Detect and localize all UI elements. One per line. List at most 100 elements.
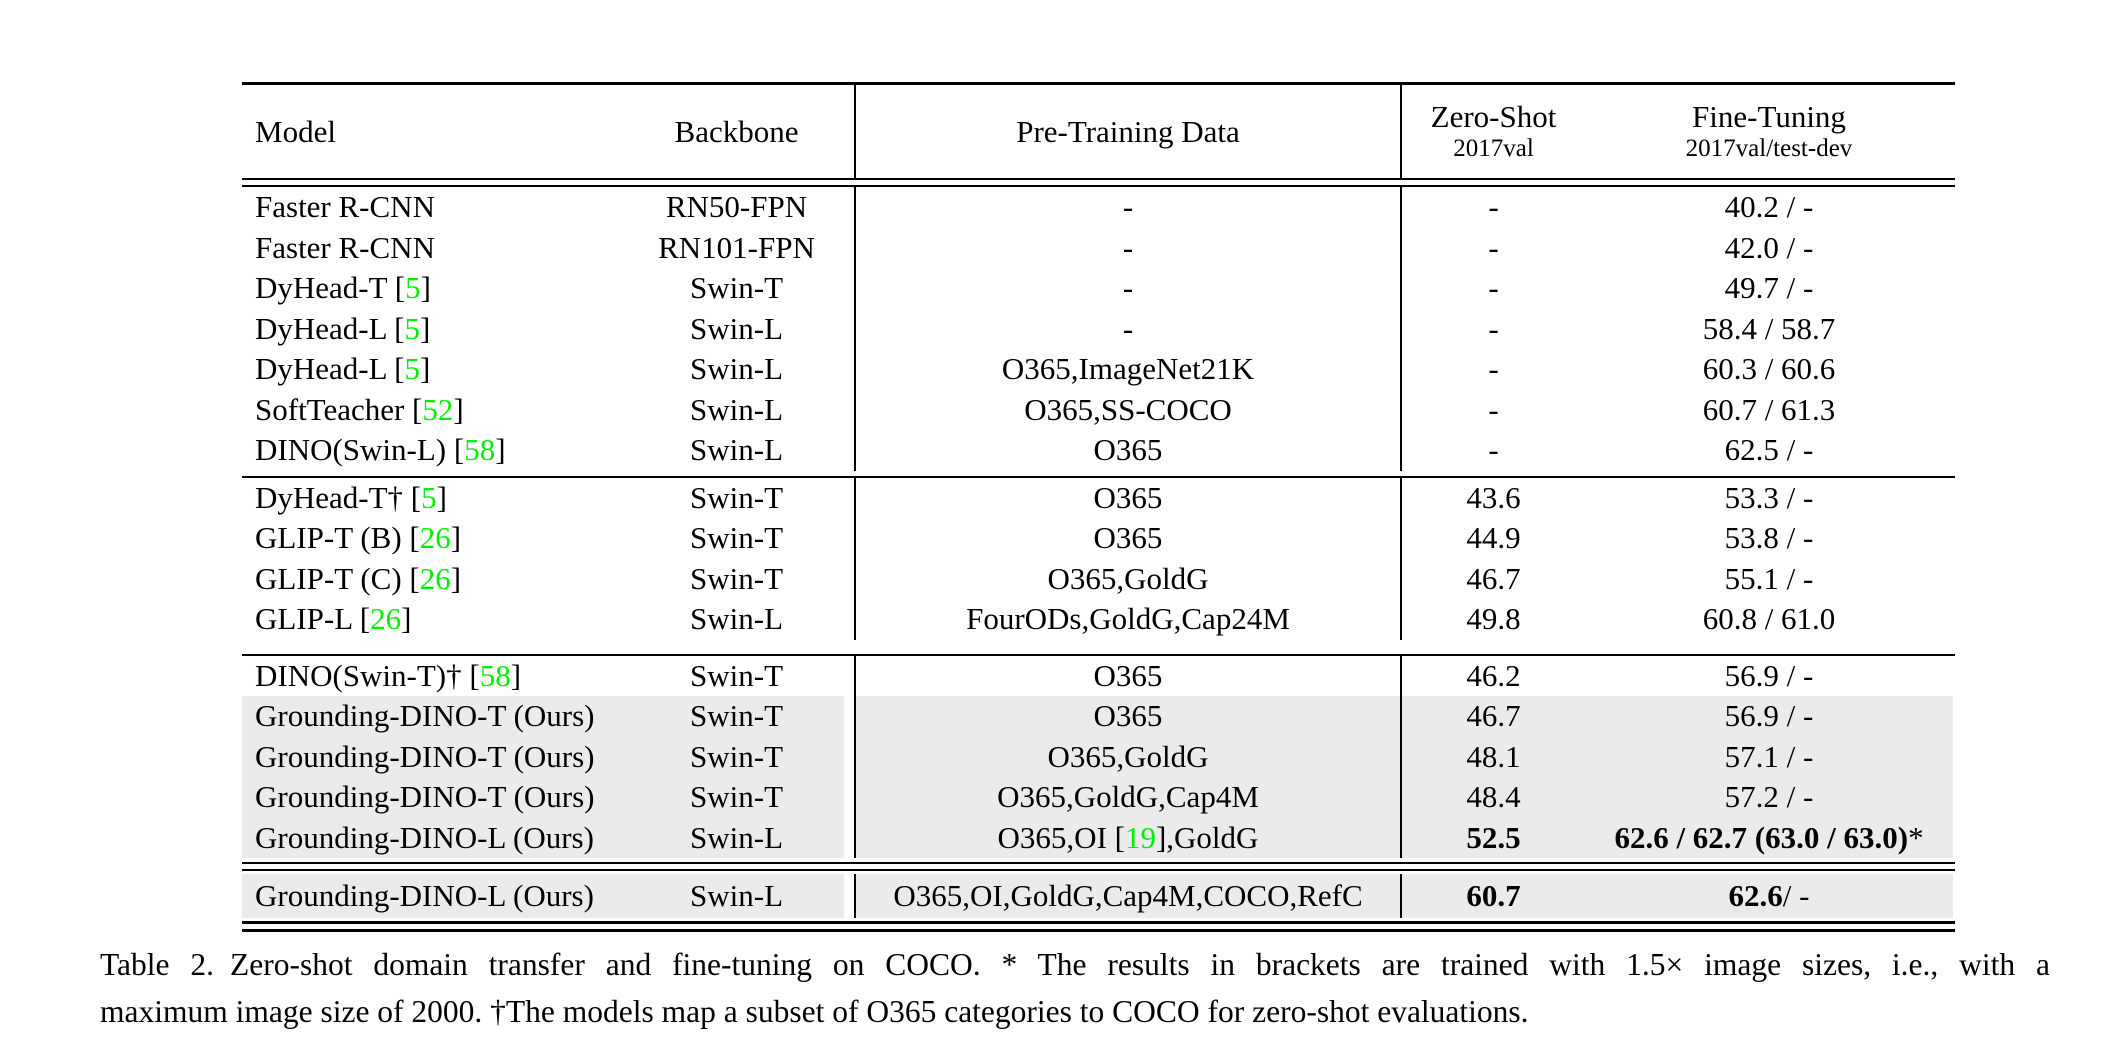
zeroshot-cell: - bbox=[1400, 187, 1585, 228]
pretrain-value: O365,GoldG,Cap4M bbox=[997, 779, 1259, 815]
zeroshot-cell: - bbox=[1400, 349, 1585, 390]
model-cell: Grounding-DINO-L (Ours) bbox=[242, 874, 619, 918]
pretrain-value: - bbox=[1122, 189, 1134, 225]
header-zeroshot-stack: Zero-Shot 2017val bbox=[1431, 99, 1557, 163]
model-cell: Grounding-DINO-T (Ours) bbox=[242, 777, 619, 818]
header-finetune-title: Fine-Tuning bbox=[1692, 99, 1846, 135]
pretrain-cell: O365,OI,GoldG,Cap4M,COCO,RefC bbox=[854, 874, 1400, 918]
finetune-value: 57.2 / - bbox=[1724, 779, 1814, 815]
model-name: GLIP-T (B) [ bbox=[255, 520, 420, 556]
finetune-value: 60.3 / 60.6 bbox=[1702, 351, 1836, 387]
backbone-value: Swin-L bbox=[690, 432, 783, 468]
table-row-highlighted: Grounding-DINO-T (Ours) Swin-T O365,Gold… bbox=[242, 736, 1955, 777]
model-name: DyHead-T† [ bbox=[255, 479, 422, 515]
zeroshot-value: 48.1 bbox=[1466, 738, 1521, 774]
citation-ref: 26 bbox=[419, 520, 451, 556]
pretrain-value: O365 bbox=[1093, 698, 1163, 734]
zeroshot-cell: 46.7 bbox=[1400, 558, 1585, 599]
zeroshot-value: 48.4 bbox=[1466, 779, 1521, 815]
model-name-post: ] bbox=[453, 391, 464, 427]
backbone-cell: Swin-T bbox=[619, 696, 854, 737]
backbone-value: Swin-T bbox=[690, 560, 783, 596]
header-pretrain-label: Pre-Training Data bbox=[1016, 113, 1240, 149]
model-name-post: ] bbox=[419, 310, 431, 346]
finetune-cell: 40.2 / - bbox=[1585, 187, 1953, 228]
model-cell: DINO(Swin-T)† [58] bbox=[242, 656, 619, 697]
pretrain-value: O365,GoldG bbox=[1047, 560, 1209, 596]
zeroshot-cell: 49.8 bbox=[1400, 599, 1585, 640]
finetune-cell: 58.4 / 58.7 bbox=[1585, 309, 1953, 350]
finetune-cell: 60.3 / 60.6 bbox=[1585, 349, 1953, 390]
finetune-cell: 53.8 / - bbox=[1585, 518, 1953, 559]
model-cell: Grounding-DINO-T (Ours) bbox=[242, 696, 619, 737]
model-name: SoftTeacher [ bbox=[255, 391, 423, 427]
caption-text-2: maximum image size of 2000. †The models … bbox=[100, 994, 1529, 1029]
finetune-value: 49.7 / - bbox=[1724, 270, 1814, 306]
citation-ref: 5 bbox=[404, 351, 420, 387]
backbone-cell: Swin-L bbox=[619, 309, 854, 350]
header-backbone-label: Backbone bbox=[674, 113, 799, 149]
pretrain-cell: O365,SS-COCO bbox=[854, 389, 1400, 430]
zeroshot-value: - bbox=[1488, 351, 1499, 387]
zeroshot-value: 49.8 bbox=[1466, 601, 1521, 637]
backbone-cell: RN50-FPN bbox=[619, 187, 854, 228]
table-row: DyHead-T† [5] Swin-T O365 43.6 53.3 / - bbox=[242, 477, 1955, 518]
caption-line-1: Table 2. Zero-shot domain transfer and fi… bbox=[100, 941, 2050, 988]
pretrain-cell: O365 bbox=[854, 696, 1400, 737]
backbone-cell: Swin-T bbox=[619, 736, 854, 777]
pretrain-value: - bbox=[1122, 270, 1134, 306]
model-cell: DyHead-T [5] bbox=[242, 268, 619, 309]
table-row-highlighted: Grounding-DINO-T (Ours) Swin-T O365 46.7… bbox=[242, 696, 1955, 737]
model-cell: Faster R-CNN bbox=[242, 187, 619, 228]
model-name-post: ] bbox=[495, 432, 506, 468]
model-cell: Faster R-CNN bbox=[242, 228, 619, 269]
section-rule bbox=[242, 475, 1955, 478]
citation-ref: 58 bbox=[479, 657, 511, 693]
zeroshot-value: - bbox=[1488, 391, 1499, 427]
model-cell: GLIP-L [26] bbox=[242, 599, 619, 640]
table-row: Faster R-CNN RN101-FPN - - 42.0 / - bbox=[242, 227, 1955, 269]
zeroshot-cell: - bbox=[1400, 268, 1585, 309]
header-backbone: Backbone bbox=[619, 85, 854, 178]
model-cell: GLIP-T (C) [26] bbox=[242, 559, 619, 600]
table-row: DyHead-T [5] Swin-T - - 49.7 / - bbox=[242, 268, 1955, 309]
model-name: Grounding-DINO-T (Ours) bbox=[255, 738, 595, 774]
model-name: Grounding-DINO-T (Ours) bbox=[255, 698, 595, 734]
header-zeroshot-title: Zero-Shot bbox=[1430, 99, 1557, 135]
model-name: DINO(Swin-T)† [ bbox=[255, 657, 480, 693]
table-row: SoftTeacher [52] Swin-L O365,SS-COCO - 6… bbox=[242, 389, 1955, 431]
model-name: DyHead-L [ bbox=[255, 310, 405, 346]
caption-text-1: Zero-shot domain transfer and fine-tunin… bbox=[230, 947, 2050, 982]
backbone-cell: Swin-L bbox=[619, 817, 854, 858]
zeroshot-value: 52.5 bbox=[1466, 819, 1521, 855]
table-row-highlighted: Grounding-DINO-T (Ours) Swin-T O365,Gold… bbox=[242, 777, 1955, 818]
backbone-value: Swin-T bbox=[690, 738, 783, 774]
pretrain-value-post: ],GoldG bbox=[1155, 819, 1259, 855]
zeroshot-value: 46.7 bbox=[1466, 560, 1521, 596]
model-name: Grounding-DINO-T (Ours) bbox=[255, 779, 595, 815]
model-cell: DyHead-L [5] bbox=[242, 309, 619, 350]
backbone-cell: Swin-T bbox=[619, 559, 854, 600]
backbone-value: Swin-T bbox=[690, 479, 783, 515]
backbone-value: Swin-L bbox=[690, 310, 783, 346]
pretrain-value: O365 bbox=[1093, 432, 1163, 468]
model-cell: DINO(Swin-L) [58] bbox=[242, 430, 619, 471]
pretrain-value: O365 bbox=[1093, 657, 1163, 693]
finetune-value: 56.9 / - bbox=[1724, 657, 1814, 693]
citation-ref: 26 bbox=[370, 601, 402, 637]
table-row: DyHead-L [5] Swin-L - - 58.4 / 58.7 bbox=[242, 308, 1955, 350]
model-name: DyHead-T [ bbox=[255, 270, 406, 306]
model-cell: SoftTeacher [52] bbox=[242, 390, 619, 431]
pretrain-cell: O365,OI [19],GoldG bbox=[854, 817, 1400, 858]
pretrain-value: O365,SS-COCO bbox=[1024, 391, 1232, 427]
backbone-value: Swin-T bbox=[690, 270, 783, 306]
backbone-cell: Swin-L bbox=[619, 874, 854, 918]
backbone-value: Swin-L bbox=[690, 351, 783, 387]
zeroshot-cell: 43.6 bbox=[1400, 477, 1585, 518]
table-row: DINO(Swin-T)† [58] Swin-T O365 46.2 56.9… bbox=[242, 655, 1955, 697]
model-name: Faster R-CNN bbox=[255, 229, 435, 265]
zeroshot-cell: 52.5 bbox=[1400, 817, 1585, 858]
zeroshot-cell: - bbox=[1400, 430, 1585, 471]
finetune-cell: 42.0 / - bbox=[1585, 228, 1953, 269]
pretrain-value: FourODs,GoldG,Cap24M bbox=[966, 601, 1290, 637]
